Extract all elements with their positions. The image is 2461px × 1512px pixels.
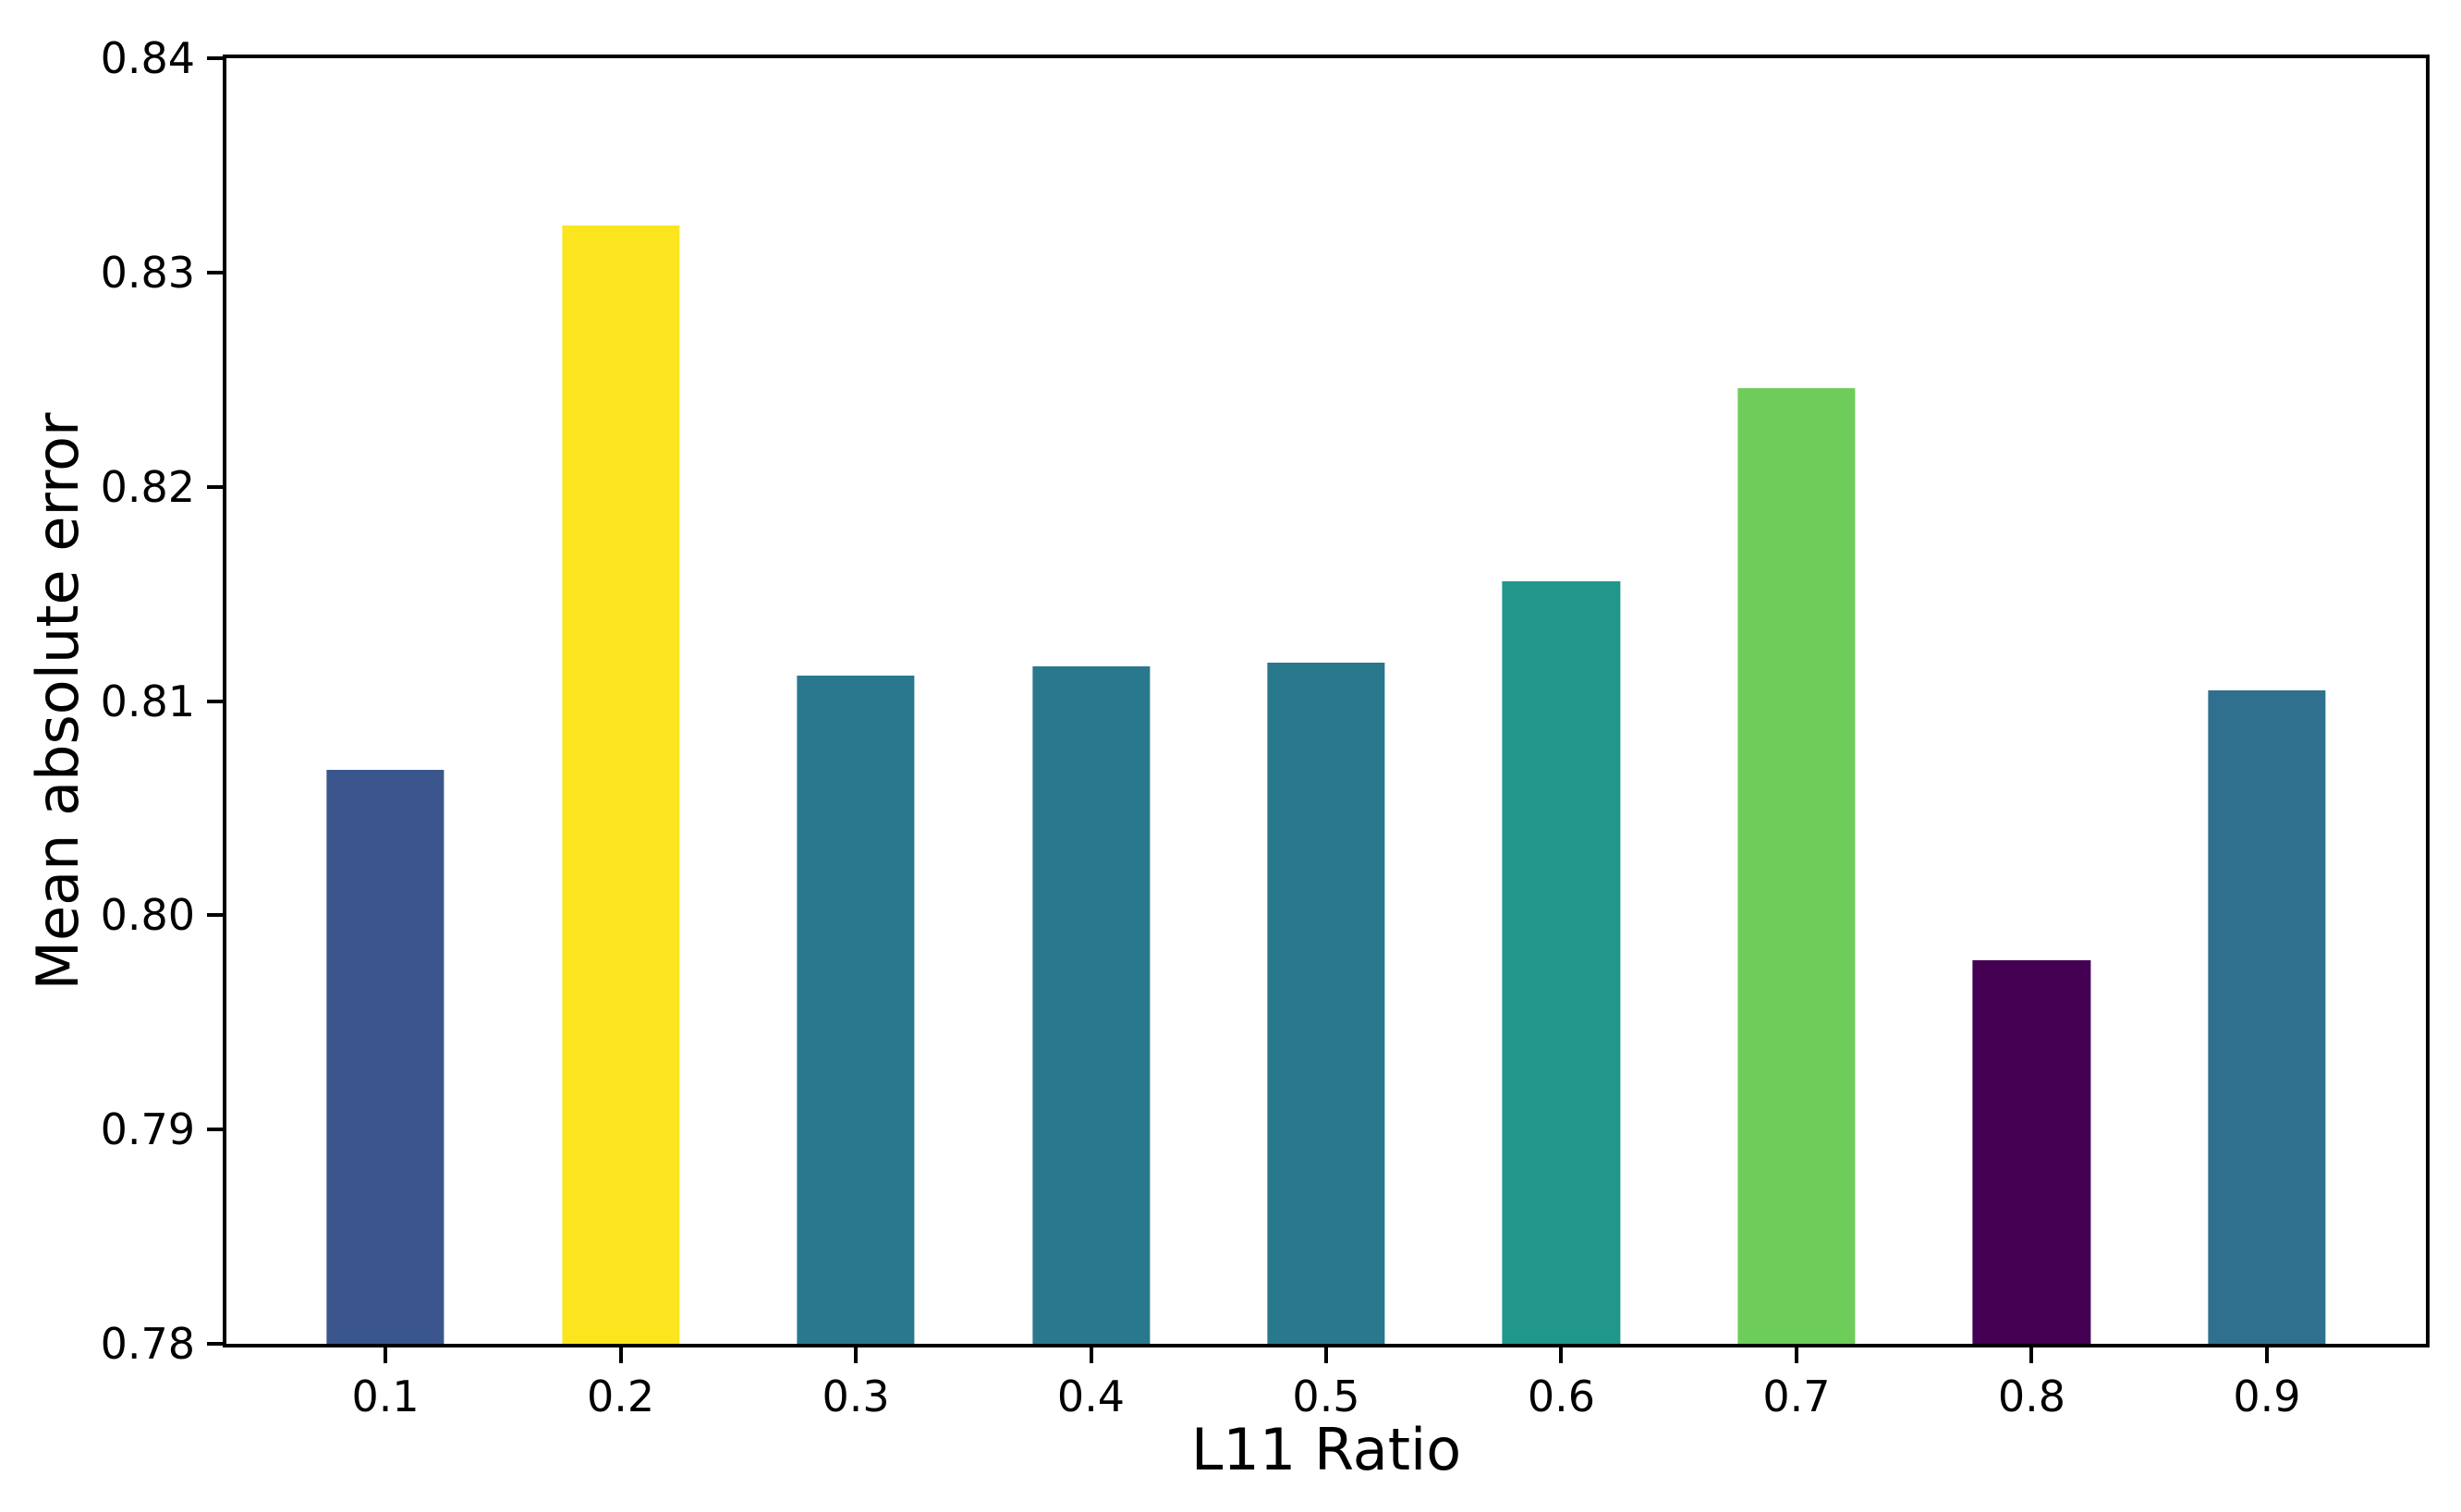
x-tick-mark-0.1 (384, 1347, 388, 1363)
x-tick-mark-0.4 (1089, 1347, 1093, 1363)
x-tick-label-0.6: 0.6 (1527, 1372, 1596, 1421)
x-tick-label-0.9: 0.9 (2233, 1372, 2301, 1421)
plot-area: 0.78 0.79 0.80 0.81 0.82 0.83 0.84 0.1 0.2 0.3 0.… (24, 37, 2430, 1479)
bar-0.6 (1502, 580, 1621, 1344)
bar-0.5 (1267, 662, 1385, 1344)
x-tick-label-0.4: 0.4 (1056, 1372, 1126, 1421)
x-tick-label-0.8: 0.8 (1997, 1372, 2066, 1421)
y-tick-mark-0.83 (207, 270, 223, 274)
y-tick-mark-0.84 (207, 56, 223, 60)
bar-0.2 (561, 225, 680, 1344)
x-tick-mark-0.6 (1559, 1347, 1564, 1363)
bar-0.4 (1031, 666, 1151, 1344)
x-tick-label-0.3: 0.3 (822, 1372, 890, 1421)
x-tick-mark-0.7 (1794, 1347, 1798, 1363)
x-tick-label-0.2: 0.2 (586, 1372, 655, 1421)
bar-0.3 (797, 675, 915, 1344)
y-tick-mark-0.81 (207, 699, 223, 703)
y-tick-label-0.81: 0.81 (100, 676, 195, 726)
y-tick-mark-0.82 (207, 484, 223, 489)
bar-0.9 (2208, 689, 2326, 1344)
y-tick-label-0.82: 0.82 (100, 461, 195, 512)
bar-0.8 (1972, 960, 2091, 1344)
y-tick-mark-0.79 (207, 1128, 223, 1132)
x-tick-label-0.5: 0.5 (1292, 1372, 1360, 1421)
y-tick-mark-0.80 (207, 913, 223, 918)
x-tick-mark-0.8 (2029, 1347, 2034, 1363)
y-tick-label-0.80: 0.80 (100, 890, 195, 941)
y-tick-label-0.79: 0.79 (100, 1104, 195, 1155)
x-tick-label-0.1: 0.1 (351, 1372, 420, 1421)
y-tick-label-0.78: 0.78 (100, 1319, 195, 1369)
bar-0.7 (1737, 388, 1856, 1344)
y-axis-label: Mean absolute error (24, 412, 91, 990)
x-tick-mark-0.9 (2264, 1347, 2269, 1363)
x-tick-mark-0.3 (854, 1347, 859, 1363)
x-tick-mark-0.5 (1324, 1347, 1328, 1363)
x-axis-label: L11 Ratio (1190, 1416, 1462, 1483)
y-tick-label-0.83: 0.83 (100, 247, 195, 298)
y-tick-mark-0.78 (207, 1342, 223, 1346)
x-tick-mark-0.2 (618, 1347, 623, 1363)
y-tick-label-0.84: 0.84 (100, 33, 195, 83)
x-tick-label-0.7: 0.7 (1762, 1372, 1831, 1421)
bar-0.1 (326, 769, 445, 1344)
